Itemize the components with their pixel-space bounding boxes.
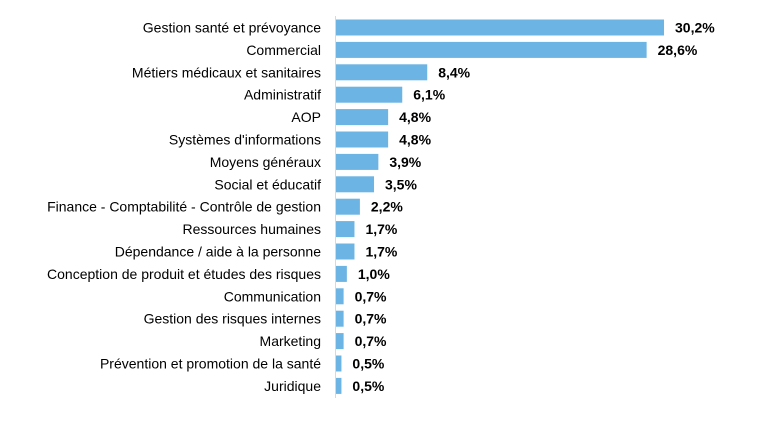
category-label: Gestion des risques internes xyxy=(144,311,321,327)
category-label: Marketing xyxy=(260,333,321,349)
value-label: 0,5% xyxy=(352,378,384,394)
value-label: 3,9% xyxy=(389,154,421,170)
category-label: Gestion santé et prévoyance xyxy=(143,20,321,36)
category-labels-group: Gestion santé et prévoyance Commercial Mét… xyxy=(47,20,321,394)
bar xyxy=(336,221,355,238)
value-label: 6,1% xyxy=(413,87,445,103)
category-label: Moyens généraux xyxy=(210,154,321,170)
category-label: Administratif xyxy=(244,87,321,103)
value-labels-group: 30,2% 28,6% 8,4% 6,1% 4,8% 4,8% 3,9% 3,5% 2,2% 1,… xyxy=(352,20,715,394)
bar xyxy=(336,109,389,126)
bar xyxy=(336,355,342,372)
value-label: 1,7% xyxy=(365,244,397,260)
value-label: 3,5% xyxy=(385,176,417,192)
category-label: Conception de produit et études des risq… xyxy=(47,266,321,282)
bar xyxy=(336,198,360,215)
bars-group xyxy=(336,19,664,394)
value-label: 0,7% xyxy=(355,288,387,304)
category-label: Commercial xyxy=(246,42,321,58)
bar xyxy=(336,333,344,350)
category-label: Ressources humaines xyxy=(182,221,321,237)
bar xyxy=(336,310,344,327)
value-label: 4,8% xyxy=(399,109,431,125)
category-label: Communication xyxy=(224,288,321,304)
bar xyxy=(336,19,664,36)
value-label: 8,4% xyxy=(438,64,470,80)
bar xyxy=(336,243,355,260)
bar xyxy=(336,86,403,103)
category-label: Social et éducatif xyxy=(214,176,321,192)
value-label: 30,2% xyxy=(675,20,715,36)
bar xyxy=(336,288,344,305)
bar xyxy=(336,176,375,193)
bar xyxy=(336,41,647,58)
category-label: Prévention et promotion de la santé xyxy=(100,356,321,372)
value-label: 0,7% xyxy=(355,333,387,349)
category-label: Métiers médicaux et sanitaires xyxy=(132,64,321,80)
bar xyxy=(336,377,342,394)
value-label: 1,7% xyxy=(365,221,397,237)
bar xyxy=(336,131,389,148)
value-label: 2,2% xyxy=(371,199,403,215)
bar xyxy=(336,64,428,81)
category-label: Systèmes d'informations xyxy=(169,132,321,148)
value-label: 0,5% xyxy=(352,356,384,372)
category-label: AOP xyxy=(291,109,321,125)
category-label: Finance - Comptabilité - Contrôle de ges… xyxy=(47,199,321,215)
bar xyxy=(336,265,347,282)
value-label: 28,6% xyxy=(658,42,698,58)
bar xyxy=(336,153,379,170)
value-label: 4,8% xyxy=(399,132,431,148)
value-label: 1,0% xyxy=(358,266,390,282)
category-label: Juridique xyxy=(264,378,321,394)
category-label: Dépendance / aide à la personne xyxy=(115,244,321,260)
value-label: 0,7% xyxy=(355,311,387,327)
